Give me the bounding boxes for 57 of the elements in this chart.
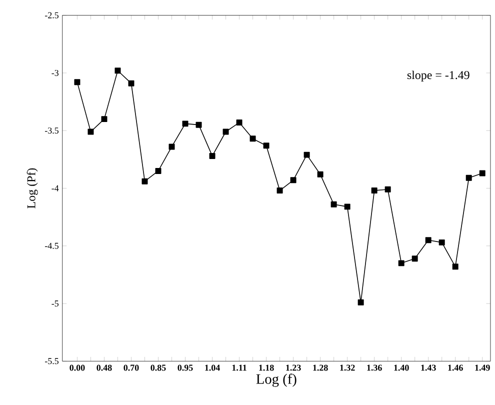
point bbox=[250, 136, 256, 142]
y-tick-label: -2.5 bbox=[44, 12, 59, 18]
point bbox=[330, 201, 337, 208]
point bbox=[276, 187, 283, 194]
point bbox=[304, 152, 310, 158]
point bbox=[358, 299, 364, 306]
point bbox=[128, 80, 134, 86]
y-tick-label: -5 bbox=[52, 300, 59, 306]
point bbox=[74, 79, 80, 86]
x-tick-label: 1.11 bbox=[232, 364, 246, 371]
point bbox=[317, 171, 324, 178]
point bbox=[182, 120, 188, 127]
point bbox=[88, 128, 94, 135]
point bbox=[209, 152, 216, 159]
y-tick-label: -4 bbox=[52, 185, 59, 192]
point bbox=[466, 174, 472, 181]
point bbox=[142, 178, 148, 184]
y-tick-label: -5.5 bbox=[44, 358, 59, 364]
point bbox=[452, 264, 458, 270]
annotation: slope = -1.49 bbox=[407, 70, 470, 82]
x-tick-label: 0.00 bbox=[70, 364, 85, 371]
x-tick-label: 1.49 bbox=[475, 364, 490, 371]
x-tick-label: 0.48 bbox=[96, 364, 112, 371]
point bbox=[398, 260, 404, 266]
point bbox=[101, 116, 108, 122]
x-tick-label: 0.70 bbox=[124, 364, 139, 371]
y-tick-label: -4.5 bbox=[44, 242, 59, 249]
point bbox=[438, 239, 445, 246]
x-tick-label: 1.36 bbox=[367, 364, 382, 371]
point bbox=[263, 142, 270, 149]
point bbox=[479, 170, 486, 176]
x-tick-label: 1.23 bbox=[286, 364, 301, 371]
point bbox=[196, 122, 202, 128]
point bbox=[114, 68, 121, 74]
point bbox=[236, 119, 242, 126]
x-tick-label: 1.04 bbox=[205, 364, 220, 371]
point bbox=[371, 187, 378, 194]
x-tick-label: 1.46 bbox=[448, 364, 463, 371]
x-tick-label: 0.85 bbox=[150, 364, 166, 371]
point bbox=[412, 256, 418, 262]
point bbox=[344, 204, 350, 210]
point bbox=[384, 186, 391, 192]
x-tick-label: 1.28 bbox=[313, 364, 328, 371]
x-tick-label: 0.95 bbox=[178, 364, 193, 371]
point bbox=[168, 144, 175, 150]
x-tick-label: 1.32 bbox=[340, 364, 355, 371]
point bbox=[222, 128, 229, 135]
x-tick-label: 1.18 bbox=[259, 364, 274, 371]
x-axis-title: Log (f) bbox=[256, 374, 296, 387]
point bbox=[290, 177, 296, 184]
x-tick-label: 1.43 bbox=[421, 364, 436, 371]
point bbox=[425, 237, 432, 244]
y-tick-label: -3.5 bbox=[44, 128, 59, 134]
y-axis-title: Log (Pf) bbox=[26, 168, 38, 208]
point bbox=[155, 168, 162, 174]
y-tick-label: -3 bbox=[52, 70, 59, 76]
x-tick-label: 1.40 bbox=[394, 364, 409, 371]
